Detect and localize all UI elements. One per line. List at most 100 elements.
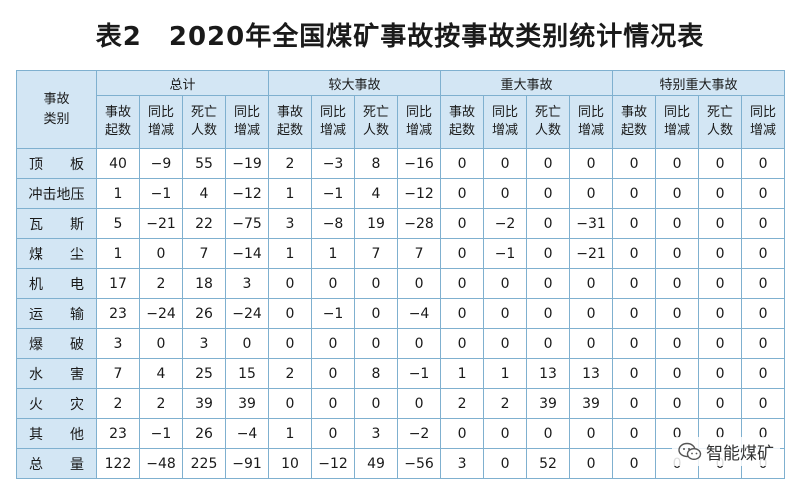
table-cell: 0 (569, 178, 614, 209)
table-cell: −4 (224, 418, 270, 449)
table-cell: 3 (96, 328, 140, 359)
table-cell: 0 (526, 298, 571, 329)
group-header: 重大事故 (440, 70, 614, 96)
table-cell: 0 (440, 148, 485, 179)
wechat-icon (678, 442, 702, 460)
table-cell: 39 (182, 388, 226, 419)
table-cell: 1 (311, 238, 356, 269)
table-cell: 0 (655, 358, 700, 389)
table-row: 其他 23 −1 26 −4 1 0 3 −2 0 0 0 0 0 0 0 0 (16, 418, 786, 449)
table-cell: 0 (569, 448, 614, 479)
table-cell: 39 (526, 388, 571, 419)
table-cell: 0 (354, 328, 399, 359)
table-cell: 4 (354, 178, 399, 209)
table-cell: −91 (224, 448, 270, 479)
table-cell: 0 (224, 328, 270, 359)
table-cell: 0 (698, 238, 743, 269)
table-cell: 0 (741, 328, 786, 359)
table-cell: 0 (440, 298, 485, 329)
table-cell: 1 (483, 358, 528, 389)
subcolumn-header: 事故 起数 (612, 95, 657, 149)
table-cell: 0 (440, 328, 485, 359)
table-cell: 0 (741, 208, 786, 239)
table-cell: −16 (397, 148, 442, 179)
table-cell: −4 (397, 298, 442, 329)
subcolumn-header: 死亡 人数 (698, 95, 743, 149)
table-cell: −75 (224, 208, 270, 239)
table-cell: 25 (182, 358, 226, 389)
table-cell: 0 (526, 418, 571, 449)
table-cell: 18 (182, 268, 226, 299)
table-cell: 0 (483, 448, 528, 479)
table-cell: 0 (655, 238, 700, 269)
table-cell: 13 (526, 358, 571, 389)
table-cell: 0 (311, 388, 356, 419)
subcolumn-header: 同比 增减 (655, 95, 700, 149)
table-cell: 0 (612, 208, 657, 239)
table-cell: 39 (224, 388, 270, 419)
table-cell: 0 (655, 148, 700, 179)
table-cell: −31 (569, 208, 614, 239)
table-cell: 0 (698, 298, 743, 329)
table-cell: 7 (96, 358, 140, 389)
table-cell: −1 (139, 418, 183, 449)
table-cell: 0 (741, 388, 786, 419)
table-cell: 22 (182, 208, 226, 239)
table-cell: 0 (655, 388, 700, 419)
table-cell: 0 (268, 328, 313, 359)
table-cell: 0 (741, 298, 786, 329)
table-cell: −28 (397, 208, 442, 239)
table-cell: −8 (311, 208, 356, 239)
table-cell: 0 (440, 268, 485, 299)
subcolumn-header: 死亡 人数 (182, 95, 226, 149)
table-cell: 0 (698, 178, 743, 209)
row-label: 瓦斯 (16, 208, 97, 239)
table-cell: 55 (182, 148, 226, 179)
table-body: 顶板 40 −9 55 −19 2 −3 8 −16 0 0 0 0 0 0 0 0 冲击地压 1 −1 4 −12 1 −1… (16, 148, 786, 479)
table-cell: 0 (483, 148, 528, 179)
table-cell: 225 (182, 448, 226, 479)
table-cell: 0 (612, 448, 657, 479)
table-cell: 0 (526, 328, 571, 359)
row-label: 水害 (16, 358, 97, 389)
table-cell: 17 (96, 268, 140, 299)
table-cell: 0 (655, 208, 700, 239)
table-cell: 0 (698, 208, 743, 239)
row-label: 运输 (16, 298, 97, 329)
table-cell: −24 (139, 298, 183, 329)
table-cell: −14 (224, 238, 270, 269)
table-cell: 40 (96, 148, 140, 179)
table-cell: 52 (526, 448, 571, 479)
row-label: 其他 (16, 418, 97, 449)
table-cell: −21 (569, 238, 614, 269)
row-label: 火灾 (16, 388, 97, 419)
table-cell: 3 (182, 328, 226, 359)
table-cell: 26 (182, 298, 226, 329)
table-cell: 4 (139, 358, 183, 389)
table-cell: 0 (741, 178, 786, 209)
table-cell: −1 (483, 238, 528, 269)
table-cell: 0 (741, 268, 786, 299)
table-cell: 0 (612, 358, 657, 389)
table-cell: 19 (354, 208, 399, 239)
table-cell: 1 (268, 418, 313, 449)
table-cell: 0 (440, 178, 485, 209)
table-cell: 2 (96, 388, 140, 419)
table-cell: 49 (354, 448, 399, 479)
table-row: 顶板 40 −9 55 −19 2 −3 8 −16 0 0 0 0 0 0 0 0 (16, 148, 786, 179)
table-cell: 8 (354, 358, 399, 389)
table-cell: 0 (311, 268, 356, 299)
table-cell: 0 (655, 298, 700, 329)
table-cell: 0 (311, 358, 356, 389)
table-cell: 0 (612, 268, 657, 299)
table-cell: 13 (569, 358, 614, 389)
table-cell: 0 (526, 238, 571, 269)
table-cell: −3 (311, 148, 356, 179)
table-cell: 0 (569, 418, 614, 449)
table-cell: 0 (655, 268, 700, 299)
table-row: 水害 7 4 25 15 2 0 8 −1 1 1 13 13 0 0 0 0 (16, 358, 786, 389)
table-cell: 122 (96, 448, 140, 479)
table-cell: 0 (354, 268, 399, 299)
table-cell: 0 (483, 328, 528, 359)
